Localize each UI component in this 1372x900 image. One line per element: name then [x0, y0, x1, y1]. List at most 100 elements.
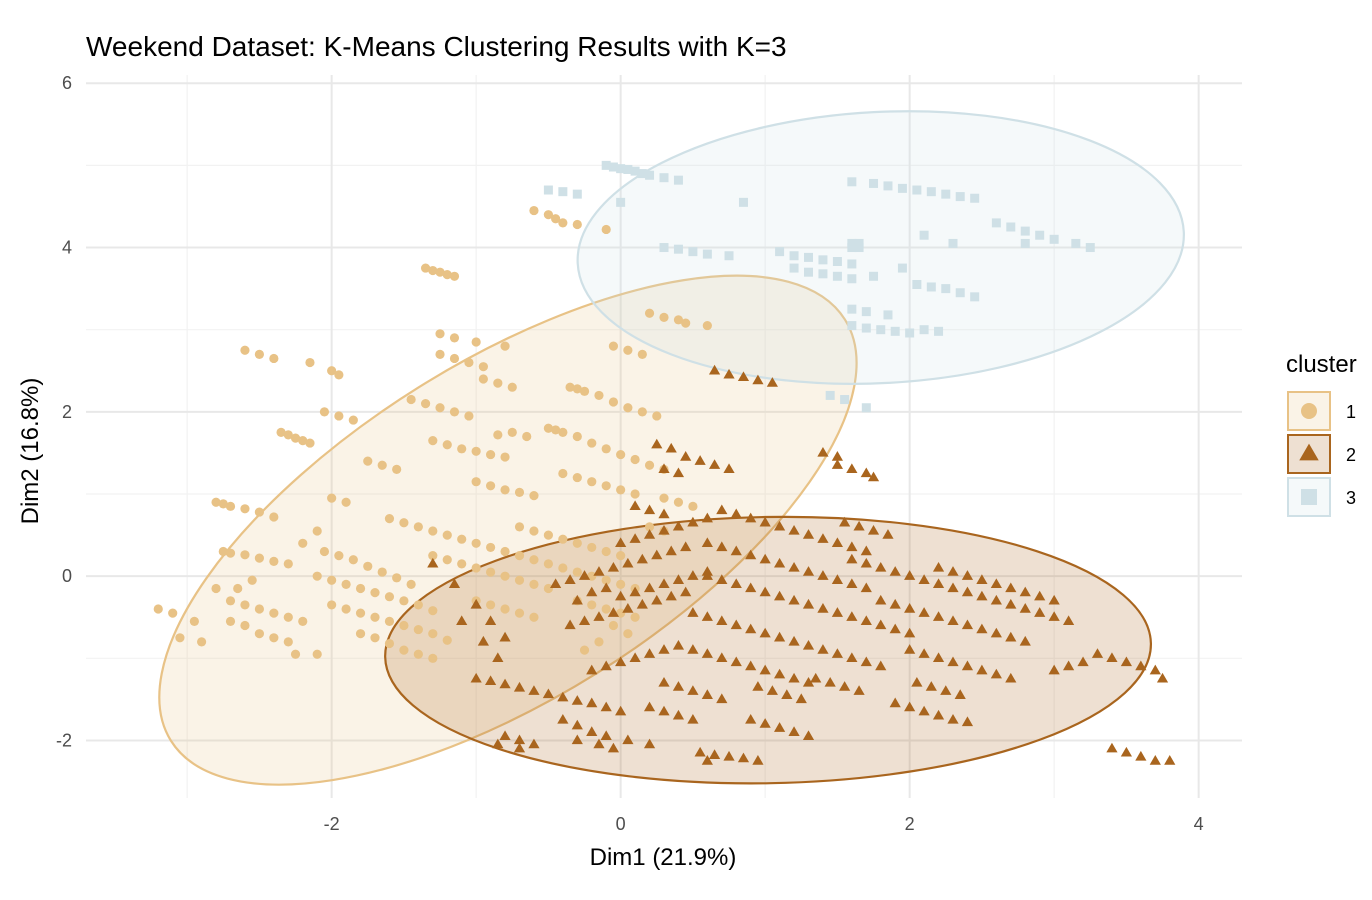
- cluster-2-point: [1156, 672, 1169, 683]
- cluster-2-point: [752, 755, 764, 765]
- cluster-1-point: [529, 555, 539, 565]
- cluster-2-point: [788, 672, 800, 683]
- cluster-1-point: [406, 394, 416, 405]
- cluster-1-point: [269, 633, 279, 643]
- cluster-1-point: [341, 579, 351, 589]
- cluster-2-point: [773, 590, 786, 601]
- cluster-1-point: [269, 556, 279, 566]
- cluster-2-point: [636, 553, 648, 564]
- cluster-2-point: [990, 578, 1002, 589]
- cluster-1-point: [659, 493, 669, 503]
- cluster-1-point: [514, 575, 525, 585]
- cluster-2-point: [716, 541, 728, 552]
- cluster-2-point: [687, 685, 699, 695]
- cluster-2-point: [947, 656, 959, 667]
- cluster-2-point: [680, 451, 692, 461]
- cluster-1-point: [587, 600, 597, 610]
- legend-marker-2: [1299, 443, 1319, 461]
- cluster-2-point: [918, 648, 930, 658]
- cluster-1-point: [587, 438, 597, 448]
- cluster-1-point: [225, 548, 236, 558]
- cluster-2-point: [976, 623, 988, 634]
- cluster-2-point: [672, 640, 685, 650]
- cluster-1-point: [594, 390, 604, 401]
- cluster-2-point: [730, 619, 742, 630]
- cluster-3-point: [789, 263, 799, 273]
- cluster-2-point: [1106, 652, 1118, 663]
- cluster-2-point: [629, 500, 641, 511]
- cluster-ellipses: [158, 110, 1185, 786]
- cluster-2-point: [427, 557, 439, 568]
- cluster-1-point: [558, 534, 568, 544]
- cluster-1-point: [399, 518, 409, 528]
- cluster-1-point: [457, 534, 467, 544]
- cluster-2-point: [470, 672, 482, 683]
- cluster-1-point: [254, 553, 264, 563]
- cluster-1-point: [471, 538, 481, 548]
- cluster-1-point: [457, 559, 467, 569]
- cluster-2-point: [723, 463, 735, 474]
- cluster-2-point: [680, 586, 692, 597]
- cluster-1-point: [435, 329, 445, 339]
- y-tick-label: 4: [62, 238, 72, 258]
- cluster-1-point: [225, 501, 236, 511]
- cluster-2-point: [716, 693, 728, 704]
- cluster-2-point: [875, 594, 887, 605]
- cluster-3-point: [890, 326, 900, 336]
- cluster-2-point: [889, 697, 901, 708]
- cluster-2-point: [860, 545, 872, 556]
- cluster-1-point: [428, 265, 438, 276]
- cluster-2-point: [622, 603, 634, 613]
- cluster-3-point: [558, 187, 568, 197]
- cluster-1-point: [298, 616, 308, 626]
- cluster-2-point: [831, 607, 844, 617]
- cluster-3-point: [919, 325, 929, 335]
- cluster-1-point: [457, 444, 467, 454]
- cluster-1-point: [644, 522, 655, 532]
- cluster-3-point: [832, 257, 842, 267]
- cluster-2-point: [1135, 750, 1147, 761]
- cluster-3-point: [608, 162, 618, 172]
- cluster-1-point: [486, 600, 496, 610]
- cluster-3-point: [738, 197, 748, 207]
- cluster-2-point: [658, 508, 670, 519]
- cluster-2-point: [839, 681, 851, 691]
- cluster-1-point: [565, 382, 575, 392]
- cluster-1-point: [572, 384, 582, 394]
- cluster-1-point: [363, 561, 373, 571]
- cluster-1-point: [211, 583, 221, 594]
- cluster-1-point: [471, 563, 481, 573]
- cluster-3-point: [912, 185, 922, 195]
- chart-title: Weekend Dataset: K-Means Clustering Resu…: [86, 31, 787, 62]
- cluster-2-point: [875, 660, 887, 671]
- cluster-1-point: [551, 425, 561, 435]
- cluster-1-point: [413, 600, 423, 610]
- cluster-3-point: [804, 267, 813, 277]
- cluster-3-point: [948, 238, 958, 248]
- cluster-2-point: [643, 529, 656, 539]
- cluster-2-point: [499, 730, 511, 741]
- cluster-1-point: [616, 608, 626, 618]
- cluster-1-point: [449, 353, 460, 364]
- cluster-2-ellipse: [384, 515, 1153, 785]
- cluster-2-point: [694, 455, 706, 465]
- cluster-1-point: [500, 571, 510, 581]
- cluster-2-point: [824, 676, 836, 687]
- cluster-2-point: [687, 516, 699, 527]
- cluster-3-point: [840, 395, 850, 405]
- cluster-2-point: [817, 446, 829, 457]
- cluster-2-point: [571, 594, 583, 605]
- cluster-2-point: [694, 746, 706, 757]
- cluster-1-point: [327, 575, 337, 585]
- cluster-2-point: [947, 566, 959, 576]
- cluster-3-point: [847, 274, 857, 284]
- cluster-2-point: [658, 524, 670, 535]
- cluster-1-point: [211, 497, 221, 507]
- cluster-2-point: [672, 520, 685, 531]
- cluster-1-point: [269, 353, 279, 364]
- cluster-2-point: [578, 570, 591, 580]
- cluster-2-point: [860, 557, 872, 568]
- cluster-3-point: [941, 189, 951, 199]
- cluster-1-point: [449, 407, 460, 417]
